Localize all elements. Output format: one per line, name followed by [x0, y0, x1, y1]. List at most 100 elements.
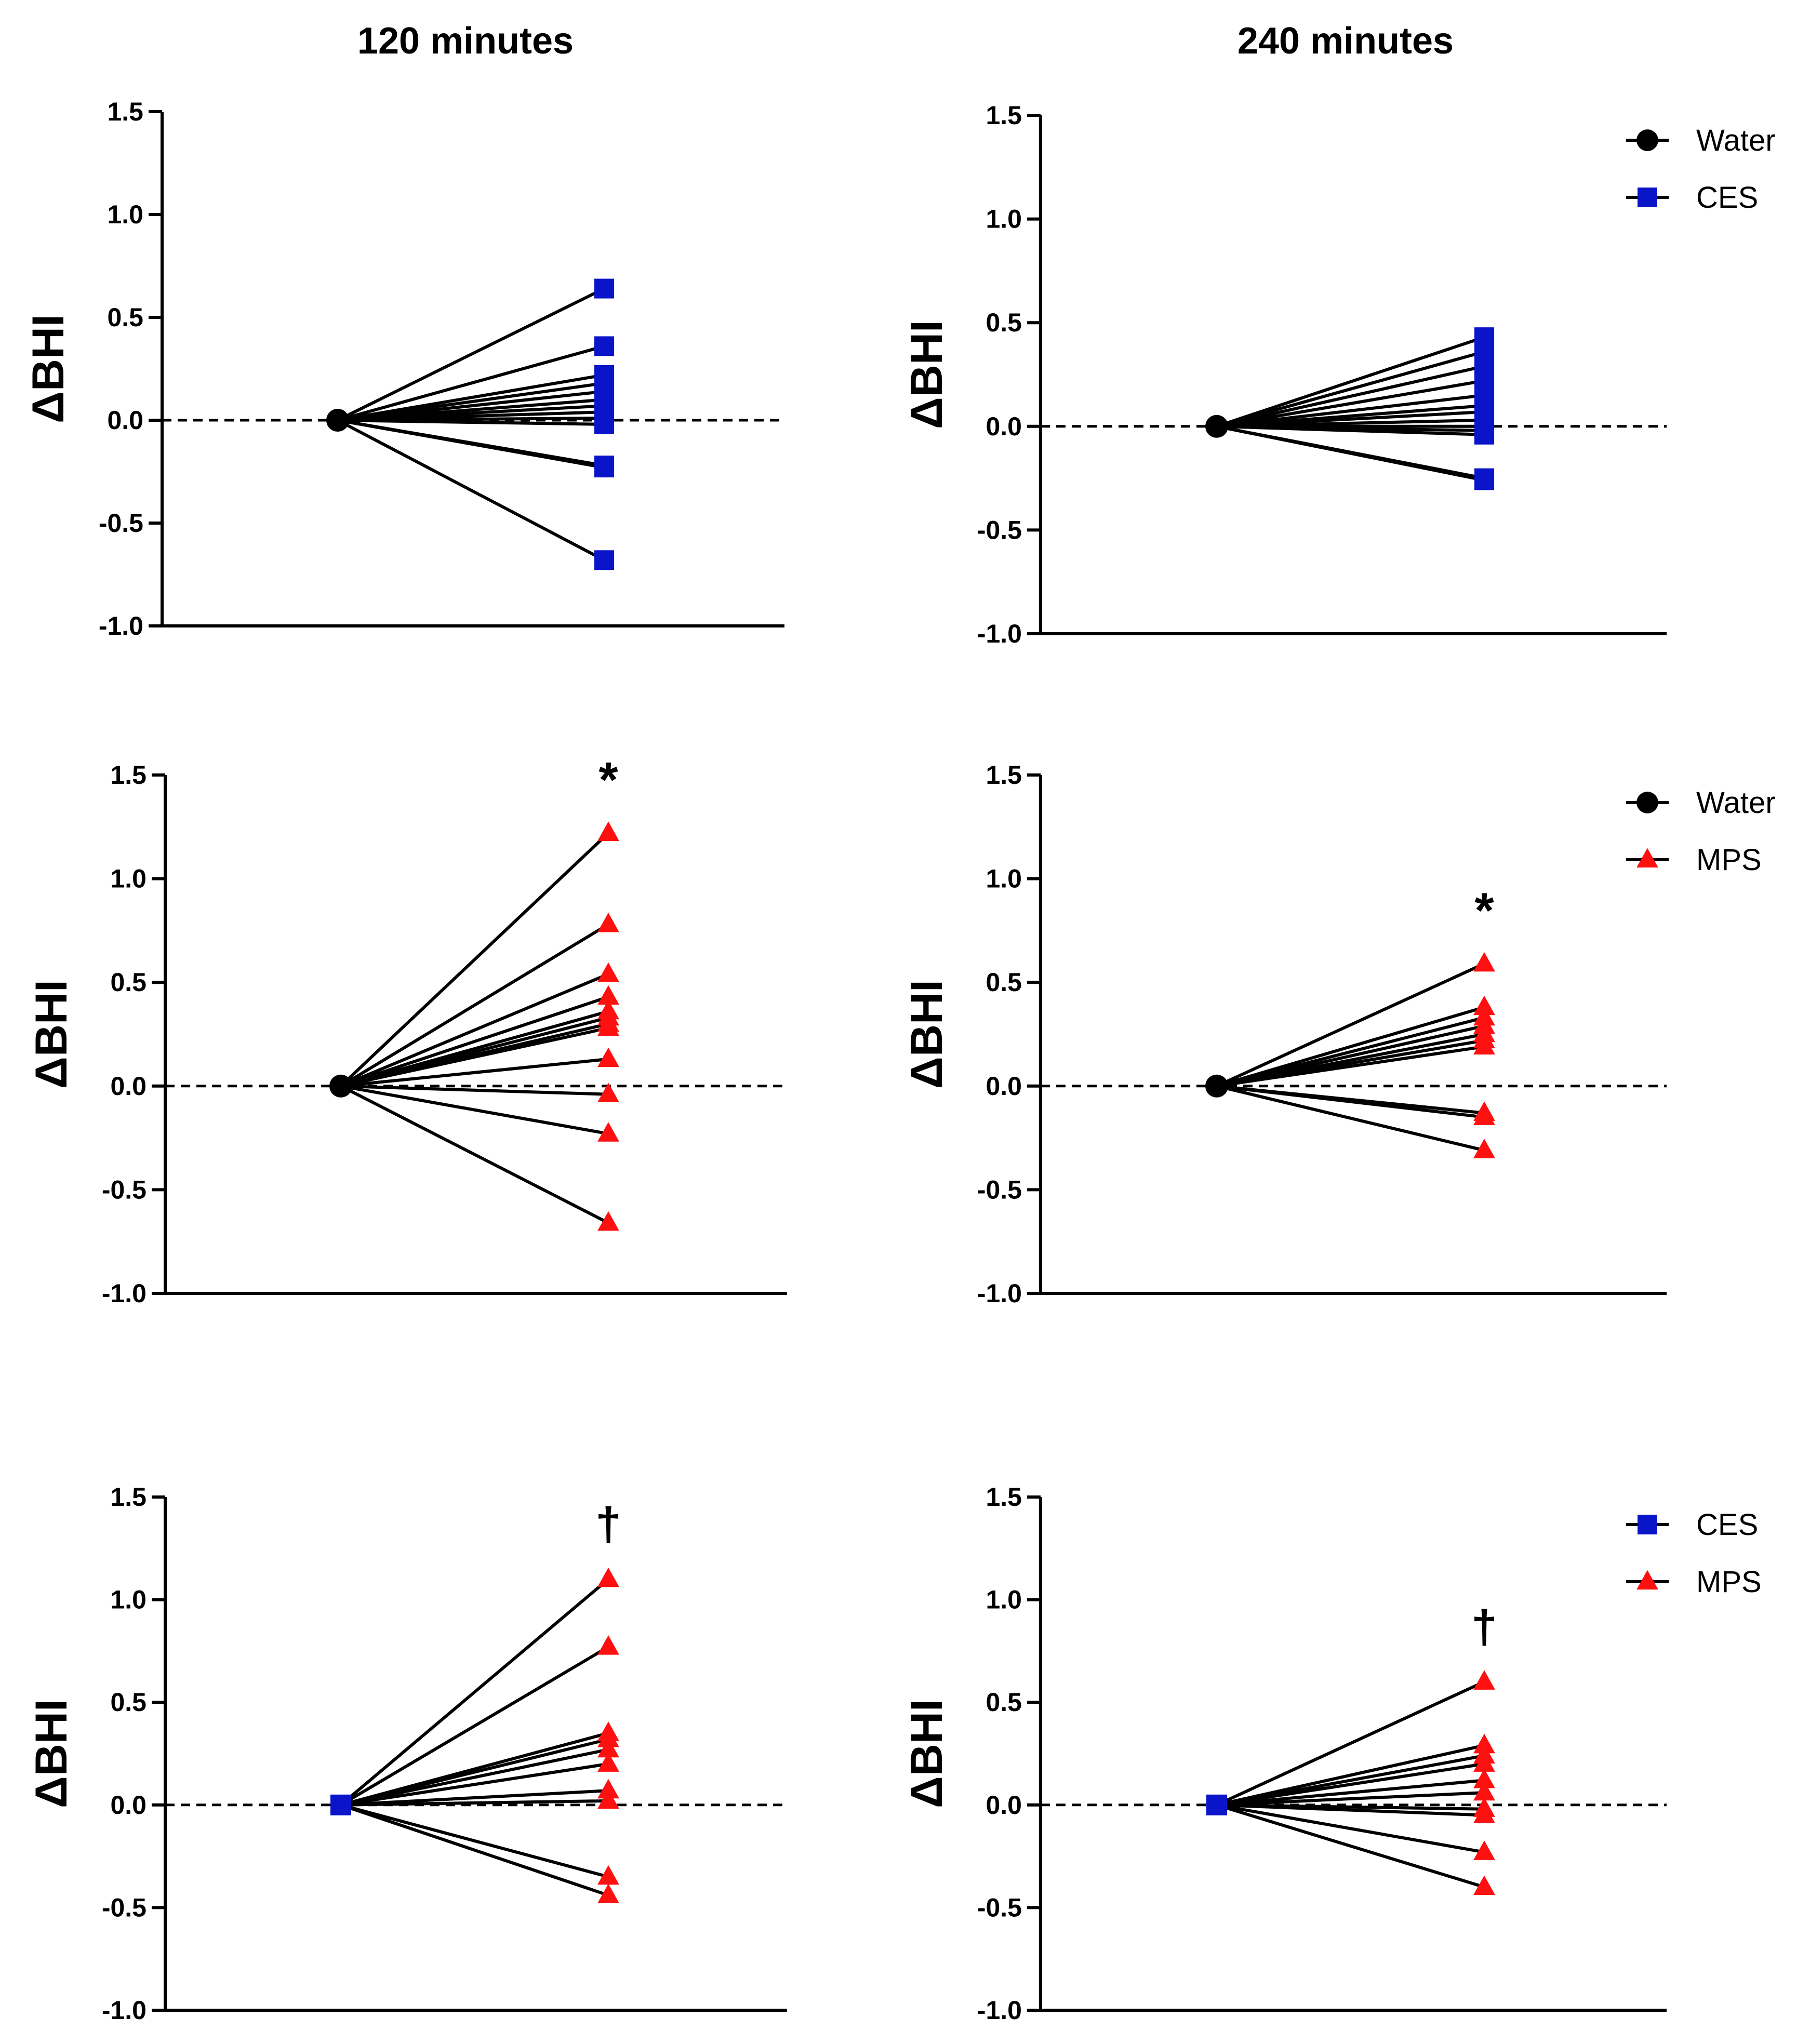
data-point-ces [1474, 470, 1494, 490]
data-point-mps [1473, 1875, 1495, 1895]
subject-line [1216, 1803, 1485, 1817]
y-tick-label: 1.0 [986, 864, 1022, 893]
data-point-mps [597, 962, 619, 982]
data-point-mps [597, 1738, 619, 1758]
subject-line [337, 287, 605, 422]
data-point-ces [594, 336, 614, 356]
subject-line [1216, 1084, 1485, 1119]
data-point-mps [597, 1016, 619, 1036]
subject-line [1216, 424, 1485, 482]
subject-line [340, 923, 609, 1088]
legend-label: Water [1696, 124, 1776, 157]
baseline-point-water [1205, 1074, 1228, 1098]
subject-line [340, 1084, 609, 1135]
legend-marker-water [1636, 129, 1658, 151]
data-point-ces [1474, 424, 1494, 445]
subject-line [340, 1803, 609, 1879]
subject-line [337, 419, 605, 470]
legend: Water MPS [1626, 786, 1776, 877]
data-point-mps [1473, 1105, 1495, 1125]
subject-line [1216, 1762, 1485, 1807]
subject-line [340, 1057, 609, 1088]
data-point-mps [597, 1727, 619, 1747]
subject-line [1216, 424, 1485, 436]
y-tick-label: 0.0 [110, 1791, 147, 1820]
y-tick-label: 0.5 [986, 1688, 1022, 1717]
subject-line [340, 1085, 609, 1224]
data-point-mps [1473, 1803, 1495, 1823]
y-tick-label: 1.0 [107, 200, 143, 229]
significance-marker: † [1471, 1601, 1497, 1653]
subject-line [340, 1578, 609, 1807]
subject-line [1216, 1803, 1485, 1889]
legend: CES MPS [1626, 1508, 1762, 1599]
y-tick-label: 0.5 [110, 968, 147, 997]
baseline-point-ces [330, 1794, 351, 1815]
subject-line [340, 1645, 609, 1807]
chart-panel-row-1-240-minutes: 1.5 1.0 0.5 0.0 -0.5 -1.0 ΔBHI Water CES [902, 101, 1776, 648]
subject-line [337, 419, 605, 426]
y-tick-label: -0.5 [102, 1893, 147, 1922]
y-tick-label: -1.0 [99, 611, 143, 640]
data-point-mps [1473, 1781, 1495, 1801]
y-tick-label: 1.5 [986, 760, 1022, 790]
y-tick-label: 1.5 [110, 1482, 147, 1512]
subject-line [1216, 1084, 1485, 1152]
data-point-mps [1473, 1840, 1495, 1860]
y-tick-label: 0.5 [986, 968, 1022, 997]
legend-label: CES [1696, 1508, 1758, 1542]
subject-line [340, 1799, 609, 1807]
subject-line [340, 995, 609, 1088]
subject-line [1216, 1803, 1485, 1854]
baseline-point-water [1205, 415, 1228, 438]
legend-label: CES [1696, 181, 1758, 215]
data-point-mps [1473, 1139, 1495, 1158]
legend-marker-water [1636, 792, 1658, 813]
data-point-mps [597, 1752, 619, 1772]
significance-marker: * [1474, 883, 1494, 938]
y-tick-label: 0.5 [110, 1688, 147, 1717]
subject-line [1216, 1744, 1485, 1807]
subject-line [1216, 379, 1485, 428]
subject-line [340, 1803, 609, 1897]
y-tick-label: -1.0 [977, 1279, 1022, 1308]
y-axis-label: ΔBHI [902, 320, 952, 429]
data-point-mps [597, 1567, 619, 1587]
y-tick-label: 1.0 [986, 205, 1022, 234]
y-axis-label: ΔBHI [902, 1699, 952, 1808]
data-point-mps [1473, 1752, 1495, 1772]
data-point-mps [1473, 1768, 1495, 1788]
subject-line [1216, 1045, 1485, 1088]
data-point-mps [597, 1635, 619, 1655]
subject-line [1216, 336, 1485, 428]
subject-line [1216, 1006, 1485, 1088]
y-tick-label: 1.0 [986, 1585, 1022, 1614]
subject-line [340, 972, 609, 1088]
subject-line [1216, 1791, 1485, 1807]
data-point-mps [597, 1789, 619, 1809]
legend-marker-mps [1636, 1570, 1658, 1590]
subject-line [1216, 962, 1485, 1088]
y-tick-label: -0.5 [102, 1175, 147, 1204]
data-point-mps [1473, 1670, 1495, 1690]
baseline-point-water [329, 1074, 352, 1098]
data-point-ces [594, 458, 614, 478]
y-tick-label: 0.0 [986, 412, 1022, 441]
data-point-mps [1473, 952, 1495, 972]
y-tick-label: 1.5 [107, 97, 143, 126]
legend-label: Water [1696, 786, 1776, 820]
y-tick-label: 1.0 [110, 1585, 147, 1614]
y-tick-label: 1.0 [110, 864, 147, 893]
y-tick-label: -1.0 [102, 1279, 147, 1308]
data-point-ces [594, 278, 614, 299]
subject-line [337, 344, 605, 422]
y-axis-label: ΔBHI [23, 314, 73, 423]
y-tick-label: -1.0 [977, 1996, 1022, 2025]
subject-line [337, 419, 605, 562]
data-point-mps [1473, 1035, 1495, 1055]
legend-label: MPS [1696, 843, 1762, 877]
y-tick-label: -1.0 [977, 619, 1022, 648]
subject-line [1216, 365, 1485, 428]
subject-line [340, 1738, 609, 1807]
y-tick-label: 0.5 [107, 303, 143, 332]
